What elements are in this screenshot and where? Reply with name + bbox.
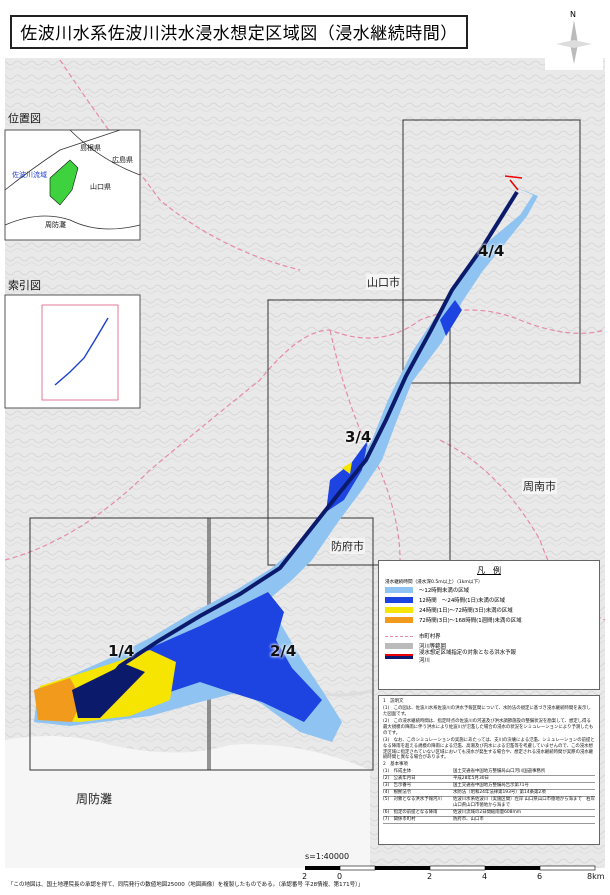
note: (1) この図は、佐波川水系佐波川の洪水予報区間について、水防法の規定に基づき浸… bbox=[383, 705, 591, 717]
location-label: 佐波川流域 bbox=[12, 171, 47, 179]
legend-label: 24時間(1日)～72時間(3日)未満の区域 bbox=[419, 608, 513, 614]
flood-72-168h bbox=[34, 678, 82, 722]
sheet-label: 4/4 bbox=[478, 242, 505, 260]
scale-label: 6 bbox=[537, 872, 543, 881]
scale-label: 8km bbox=[587, 872, 605, 881]
scale-label: 2 bbox=[302, 872, 308, 881]
footer: 「この地図は、国土地理院長の承認を得て、同院発行の数値地図25000（地図画像）… bbox=[8, 882, 364, 888]
index-map bbox=[4, 294, 141, 409]
north-arrow bbox=[545, 8, 603, 70]
legend-label: 市町村界 bbox=[419, 634, 441, 640]
location-label: 島根県 bbox=[80, 144, 101, 152]
basics-value: 防府市、山口市 bbox=[453, 816, 484, 822]
legend-item: 市町村界 bbox=[385, 631, 599, 641]
location-heading: 位置図 bbox=[8, 112, 41, 125]
city-label: 防府市 bbox=[330, 538, 365, 554]
basics-row: (3) 告示番号 国土交通省中国地方整備局告示第71号 bbox=[383, 783, 595, 791]
basics-row: (6) 指定の前提となる降雨 佐波川流域の2日間総雨量608mm bbox=[383, 810, 595, 817]
river bbox=[90, 190, 519, 702]
legend-item: ～12時間未満の区域 bbox=[385, 585, 599, 595]
basics-value: 国土交通省中国地方整備局告示第71号 bbox=[453, 783, 529, 789]
legend-title: 凡 例 bbox=[477, 566, 501, 575]
basics-key: (7) 関係市町村 bbox=[383, 816, 416, 822]
city-label: 山口市 bbox=[366, 274, 401, 290]
legend-item: 河川等範囲 bbox=[385, 641, 599, 651]
legend-item: 浸水想定区域指定の対象となる洪水予報河川 bbox=[385, 650, 599, 664]
basics-key: (5) 対象となる洪水予報河川 bbox=[383, 797, 442, 803]
location-label: 山口県 bbox=[90, 183, 111, 191]
legend-label: 河川等範囲 bbox=[419, 644, 446, 650]
index-frame bbox=[41, 304, 119, 401]
basics-key: (4) 根拠法令 bbox=[383, 790, 412, 796]
basics-row: (1) 作成主体 国土交通省中国地方整備局山口河川国道事務所 bbox=[383, 769, 595, 777]
scale-label: 0 bbox=[337, 872, 343, 881]
sheet-label: 1/4 bbox=[108, 642, 135, 660]
basics-key: (3) 告示番号 bbox=[383, 783, 412, 789]
river-end-marker bbox=[504, 175, 523, 191]
basics-key: (2) 公表年月日 bbox=[383, 776, 416, 782]
notes-heading: 1 説明文 bbox=[383, 699, 404, 704]
index-river bbox=[54, 317, 109, 386]
basics-value: 佐波川流域の2日間総雨量608mm bbox=[453, 809, 522, 815]
legend-item: 72時間(3日)～168時間(1週間)未満の区域 bbox=[385, 615, 599, 625]
basics-table: (1) 作成主体 国土交通省中国地方整備局山口河川国道事務所 (2) 公表年月日 平成… bbox=[383, 769, 595, 824]
legend-label: 72時間(3日)～168時間(1週間)未満の区域 bbox=[419, 618, 522, 624]
river-estuary bbox=[72, 664, 145, 718]
flood-12-24h bbox=[440, 300, 462, 336]
basics-value: 国土交通省中国地方整備局山口河川国道事務所 bbox=[453, 769, 546, 775]
flood-24-72h bbox=[342, 462, 352, 474]
legend-subtitle: 浸水継続時間（浸水深0.5m以上）（1km以下） bbox=[385, 580, 483, 585]
basics-key: (6) 指定の前提となる降雨 bbox=[383, 809, 438, 815]
scale-ratio: s=1:40000 bbox=[305, 852, 350, 861]
index-heading: 索引図 bbox=[8, 279, 41, 292]
sea bbox=[5, 736, 370, 868]
basics-value: 平成28年5月30日 bbox=[453, 776, 489, 782]
note: (3) なお、このシミュレーションの実施にあたっては、支川の決壊による氾濫、シミ… bbox=[383, 737, 595, 761]
city-label: 周南市 bbox=[522, 478, 557, 494]
scale-bar bbox=[305, 865, 596, 871]
basin-area bbox=[49, 159, 79, 206]
legend-label: 12時間 ～24時間(1日)未満の区域 bbox=[419, 598, 506, 604]
scale-label: 2 bbox=[427, 872, 433, 881]
sheet-label: 3/4 bbox=[345, 428, 372, 446]
basics-value: 水防法（昭和24年法律第193号）第14条第2項 bbox=[453, 790, 546, 796]
location-map-lines bbox=[4, 129, 141, 230]
title: 佐波川水系佐波川洪水浸水想定区域図（浸水継続時間） bbox=[10, 15, 468, 49]
legend-label: ～12時間未満の区域 bbox=[419, 588, 469, 594]
basics-row: (4) 根拠法令 水防法（昭和24年法律第193号）第14条第2項 bbox=[383, 790, 595, 798]
basics-value: 佐波川水系佐波川（実施区間）左岸 山口県山口市徳地から海まで 右岸 山口県山口市… bbox=[453, 797, 595, 808]
basics-row: (2) 公表年月日 平成28年5月30日 bbox=[383, 776, 595, 784]
legend-label: 浸水想定区域指定の対象となる洪水予報河川 bbox=[419, 650, 516, 664]
basics-row: (7) 関係市町村 防府市、山口市 bbox=[383, 817, 595, 824]
basics-key: (1) 作成主体 bbox=[383, 769, 412, 775]
scale-label: 4 bbox=[482, 872, 488, 881]
north-label: N bbox=[570, 10, 576, 19]
note: (2) この浸水継続時間は、指定時点の佐波川の河道及び洪水調節施設の整備状況を勘… bbox=[383, 718, 594, 736]
sheet-label: 2/4 bbox=[270, 642, 297, 660]
legend-item: 24時間(1日)～72時間(3日)未満の区域 bbox=[385, 605, 599, 615]
basics-row: (5) 対象となる洪水予報河川 佐波川水系佐波川（実施区間）左岸 山口県山口市徳地… bbox=[383, 797, 595, 810]
location-label: 広島県 bbox=[112, 156, 133, 164]
notes: 1 説明文 (1) この図は、佐波川水系佐波川の洪水予報区間について、水防法の規… bbox=[378, 695, 600, 845]
notes-heading: 2 基本事項 bbox=[383, 762, 408, 768]
location-label: 周防灘 bbox=[45, 221, 66, 229]
sea-label: 周防灘 bbox=[76, 792, 113, 806]
legend-item: 12時間 ～24時間(1日)未満の区域 bbox=[385, 595, 599, 605]
legend: 凡 例 浸水継続時間（浸水深0.5m以上）（1km以下） ～12時間未満の区域 … bbox=[378, 560, 600, 690]
